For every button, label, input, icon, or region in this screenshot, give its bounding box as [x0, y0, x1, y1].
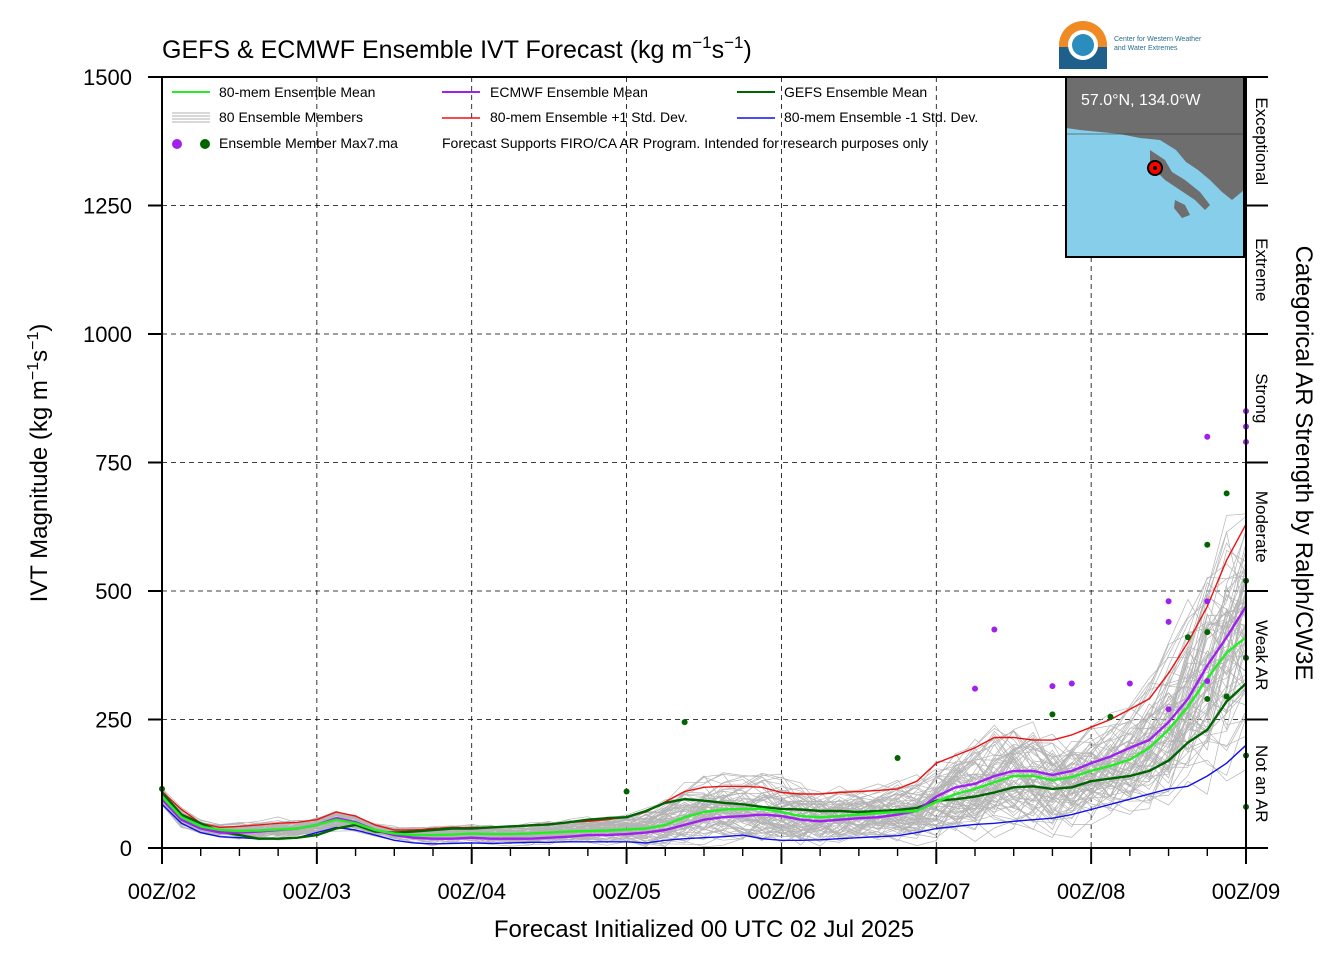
ecmwf-max-point: [1204, 433, 1211, 440]
gefs-max-point: [1204, 541, 1211, 548]
right-axis-label: Categorical AR Strength by Ralph/CW3E: [1290, 246, 1317, 681]
x-axis-label: Forecast Initialized 00 UTC 02 Jul 2025: [494, 916, 914, 943]
ensemble-member-line: [161, 604, 1247, 839]
series-line: [161, 682, 1247, 840]
logo-line1: Center for Western Weather: [1114, 36, 1202, 43]
series-lines: [161, 523, 1248, 845]
series-line: [161, 605, 1248, 840]
ecmwf-max-point: [1204, 598, 1211, 605]
gefs-max-point: [1049, 711, 1056, 718]
logo-line2: and Water Extremes: [1114, 45, 1178, 52]
ensemble-member-line: [161, 625, 1247, 843]
chart-title: GEFS & ECMWF Ensemble IVT Forecast (kg m…: [162, 33, 752, 64]
gefs-max-point: [681, 719, 688, 726]
gefs-max-point: [1107, 713, 1114, 720]
series-line: [161, 636, 1247, 837]
ecmwf-max-point: [1068, 680, 1075, 687]
y-tick-label: 250: [95, 708, 132, 733]
gefs-max-point: [1184, 634, 1191, 641]
ensemble-member-line: [161, 566, 1247, 837]
research-note: Forecast Supports FIRO/CA AR Program. In…: [442, 135, 928, 151]
ecmwf-max-point: [1165, 618, 1172, 625]
x-tick-label: 00Z/03: [283, 879, 352, 904]
y-tick-label: 750: [95, 451, 132, 476]
logo-water-drop-icon: [1072, 34, 1094, 56]
category-label: Weak AR: [1252, 620, 1271, 691]
gefs-max-point: [623, 788, 630, 795]
x-tick-label: 00Z/06: [747, 879, 816, 904]
y-tick-label: 1500: [83, 65, 132, 90]
category-label: Exceptional: [1252, 97, 1271, 185]
category-label: Not an AR: [1252, 745, 1271, 823]
legend-max-points: Ensemble Member Max7.ma: [219, 135, 398, 151]
legend-minus-sd: 80-mem Ensemble -1 Std. Dev.: [784, 109, 978, 125]
legend-plus-sd: 80-mem Ensemble +1 Std. Dev.: [490, 109, 688, 125]
gefs-max-point: [1223, 693, 1230, 700]
y-tick-label: 1000: [83, 322, 132, 347]
ensemble-member-lines: [161, 513, 1247, 848]
y-tick-label: 0: [120, 836, 132, 861]
ensemble-member-line: [161, 633, 1247, 846]
ensemble-member-line: [161, 669, 1247, 841]
x-axis-ticks: 00Z/02 00Z/03 00Z/04 00Z/05 00Z/06 00Z/07 00Z/…: [128, 848, 1281, 904]
cw3e-logo: Center for Western Weather and Water Ext…: [1059, 21, 1202, 69]
legend-members: 80 Ensemble Members: [219, 109, 363, 125]
legend-dot-gefs: [200, 139, 210, 149]
map-location-label: 57.0°N, 134.0°W: [1081, 92, 1201, 109]
x-tick-label: 00Z/08: [1057, 879, 1126, 904]
x-tick-label: 00Z/02: [128, 879, 197, 904]
ensemble-member-line: [161, 607, 1247, 843]
gefs-max-point: [1204, 629, 1211, 636]
x-tick-label: 00Z/07: [902, 879, 971, 904]
gefs-max-point: [1223, 490, 1230, 497]
ar-category-labels: Not an AR Weak AR Moderate Strong Extreme Exc…: [1246, 76, 1271, 849]
category-label: Extreme: [1252, 238, 1271, 301]
legend-mean: 80-mem Ensemble Mean: [219, 84, 375, 100]
y-axis-label: IVT Magnitude (kg m−1s−1): [25, 324, 53, 603]
ecmwf-max-point: [1165, 706, 1172, 713]
y-tick-label: 1250: [83, 194, 132, 219]
category-label: Strong: [1252, 373, 1271, 423]
ensemble-member-line: [161, 624, 1247, 842]
ecmwf-max-point: [1204, 677, 1211, 684]
x-tick-label: 00Z/09: [1212, 879, 1281, 904]
legend-dot-ecmwf: [172, 139, 182, 149]
ecmwf-max-point: [1126, 680, 1133, 687]
gefs-max-point: [1204, 695, 1211, 702]
x-tick-label: 00Z/04: [437, 879, 506, 904]
legend-swatch-members: [172, 112, 210, 123]
ensemble-member-line: [161, 641, 1247, 841]
ensemble-member-line: [161, 655, 1247, 842]
ensemble-member-line: [161, 585, 1247, 844]
legend: 80-mem Ensemble Mean ECMWF Ensemble Mean…: [172, 84, 978, 151]
y-tick-label: 500: [95, 579, 132, 604]
ensemble-member-line: [161, 561, 1247, 837]
ensemble-member-line: [161, 549, 1247, 840]
x-tick-label: 00Z/05: [592, 879, 661, 904]
legend-ecmwf: ECMWF Ensemble Mean: [490, 84, 648, 100]
location-map-inset: 57.0°N, 134.0°W: [1065, 76, 1245, 258]
ecmwf-max-point: [1049, 683, 1056, 690]
ensemble-member-line: [161, 569, 1247, 838]
ecmwf-max-point: [1165, 598, 1172, 605]
series-line: [161, 523, 1247, 831]
ecmwf-max-point: [991, 626, 998, 633]
gefs-max-point: [894, 755, 901, 762]
y-axis-ticks: 0 250 500 750 1000 1250 1500: [83, 65, 162, 861]
map-land: [1066, 77, 1244, 200]
category-label: Moderate: [1252, 491, 1271, 563]
legend-gefs: GEFS Ensemble Mean: [784, 84, 927, 100]
ensemble-member-line: [161, 600, 1247, 839]
ecmwf-max-point: [972, 685, 978, 692]
